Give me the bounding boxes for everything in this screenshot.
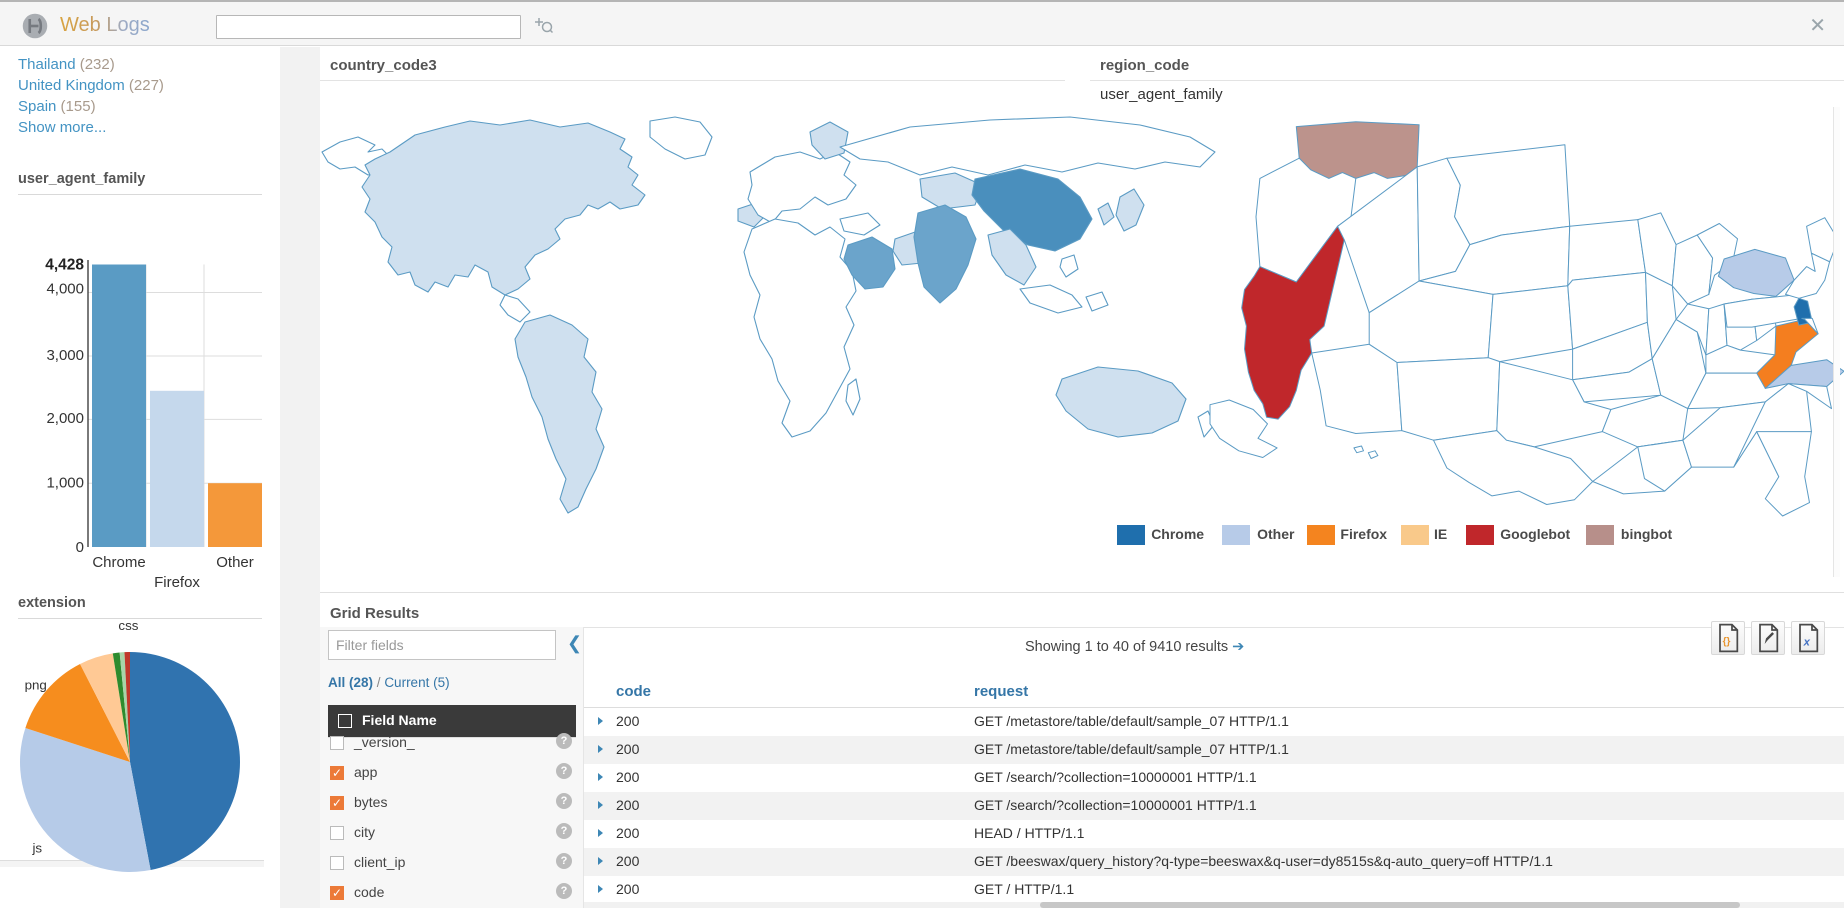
svg-text:Firefox: Firefox	[154, 574, 200, 591]
svg-text:css: css	[118, 618, 138, 633]
svg-text:0: 0	[76, 539, 84, 556]
svg-text:1,000: 1,000	[46, 475, 84, 492]
svg-text:js: js	[31, 840, 42, 855]
svg-text:png: png	[25, 678, 47, 693]
svg-text:4,000: 4,000	[46, 281, 84, 298]
svg-text:3,000: 3,000	[46, 347, 84, 364]
svg-text:Chrome: Chrome	[92, 554, 145, 571]
svg-text:2,000: 2,000	[46, 410, 84, 427]
svg-text:4,428: 4,428	[45, 257, 84, 274]
svg-text:x: x	[1803, 636, 1811, 648]
svg-text:{}: {}	[1723, 637, 1731, 648]
svg-text:Other: Other	[216, 554, 254, 571]
